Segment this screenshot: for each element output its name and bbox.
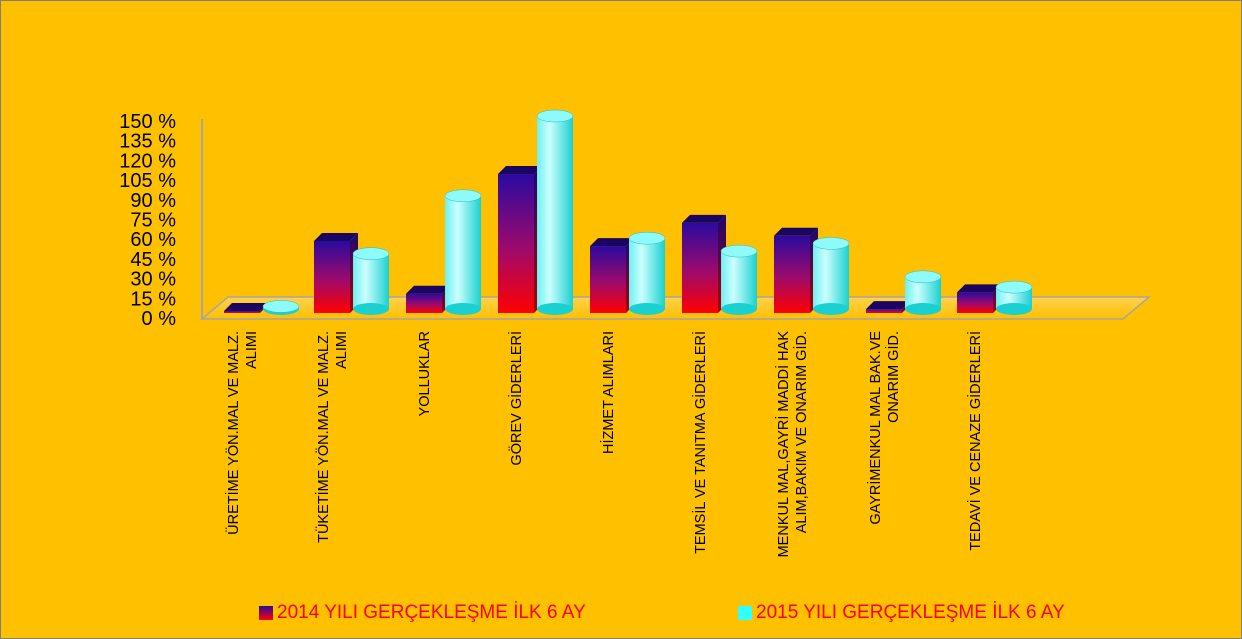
legend-item-2014: 2014 YILI GERÇEKLEŞME İLK 6 AY <box>259 599 586 627</box>
category-label: ÜRETİME YÖN.MAL VE MALZ. ALIMI <box>224 331 260 535</box>
bar-2014-top <box>590 238 634 247</box>
bar-2015-top <box>995 280 1033 294</box>
bar-2014 <box>406 293 442 313</box>
bar-2015 <box>721 251 757 309</box>
bar-2015-top <box>628 231 666 245</box>
y-tick-label: 90 % <box>130 190 176 212</box>
y-tick-label: 15 % <box>130 288 176 310</box>
bar-2015-base <box>537 303 573 315</box>
bar-2015 <box>629 238 665 309</box>
category-label: TÜKETİME YÖN.MAL VE MALZ. ALIMI <box>314 331 350 543</box>
bar-2015-top <box>720 244 758 258</box>
y-tick-label: 45 % <box>130 249 176 271</box>
category-label: TEMSİL VE TANITMA GİDERLERİ <box>691 331 709 554</box>
y-tick-label: 75 % <box>130 210 176 232</box>
bar-2015-base <box>813 303 849 315</box>
bar-2014 <box>498 174 534 313</box>
bar-2015-top <box>536 109 574 123</box>
bar-2015-top <box>444 189 482 203</box>
legend-swatch-2014 <box>259 606 273 620</box>
bar-2015-top <box>352 247 390 260</box>
bar-2015 <box>813 243 849 309</box>
bar-2014 <box>224 311 260 313</box>
y-tick-label: 120 % <box>119 150 176 172</box>
category-label: GÖREV GİDERLERİ <box>507 331 525 466</box>
y-tick-label: 30 % <box>130 269 176 291</box>
bar-2015-base <box>721 303 757 315</box>
bar-2015-base <box>905 303 941 315</box>
y-tick-label: 135 % <box>119 131 176 153</box>
bar-2014 <box>682 222 718 313</box>
bar-2014 <box>957 292 993 313</box>
bar-2014 <box>866 309 902 313</box>
y-tick-label: 60 % <box>130 229 176 251</box>
bar-2014 <box>774 235 810 313</box>
y-tick-label: 150 % <box>119 111 176 133</box>
legend-label-2014: 2014 YILI GERÇEKLEŞME İLK 6 AY <box>277 602 586 623</box>
bar-2015-base <box>629 303 665 315</box>
category-label: HİZMET ALIMLARI <box>599 331 617 454</box>
bar-2014-top <box>224 303 268 311</box>
bar-2015 <box>537 116 573 309</box>
category-label: TEDAVİ VE CENAZE GİDERLERİ <box>966 331 984 551</box>
y-tick-label: 105 % <box>119 170 176 192</box>
bar-2015 <box>353 253 389 309</box>
category-label: GAYRİMENKUL MAL BAK.VE ONARIM GİD. <box>866 331 902 525</box>
bar-2015-top <box>812 237 850 250</box>
bar-2015 <box>445 195 481 309</box>
legend-label-2015: 2015 YILI GERÇEKLEŞME İLK 6 AY <box>756 602 1065 623</box>
bar-2015-base <box>353 303 389 315</box>
bar-2015-base <box>996 303 1032 315</box>
bar-2014-top <box>314 232 358 241</box>
bar-2015-top <box>904 270 942 284</box>
bar-2015-base <box>445 303 481 315</box>
bar-2014-top <box>957 284 1001 293</box>
bar-2014 <box>590 246 626 313</box>
category-label: YOLLUKLAR <box>417 331 433 416</box>
bar-2014-top <box>406 285 450 294</box>
legend-swatch-2015 <box>738 606 752 620</box>
bar-2014-top <box>682 214 726 223</box>
bar-2014 <box>314 240 350 313</box>
bar-2014-top <box>774 227 818 236</box>
bar-2015-top <box>262 300 300 313</box>
legend-item-2015: 2015 YILI GERÇEKLEŞME İLK 6 AY <box>738 599 1065 627</box>
bar-2014-top <box>498 166 542 175</box>
category-label: MENKUL MAL,GAYRİ MADDİ HAK ALIM,BAKIM VE … <box>774 331 810 558</box>
y-tick-label: 0 % <box>142 308 177 330</box>
bar-2015 <box>996 287 1032 309</box>
bar-2014-top <box>866 301 910 310</box>
